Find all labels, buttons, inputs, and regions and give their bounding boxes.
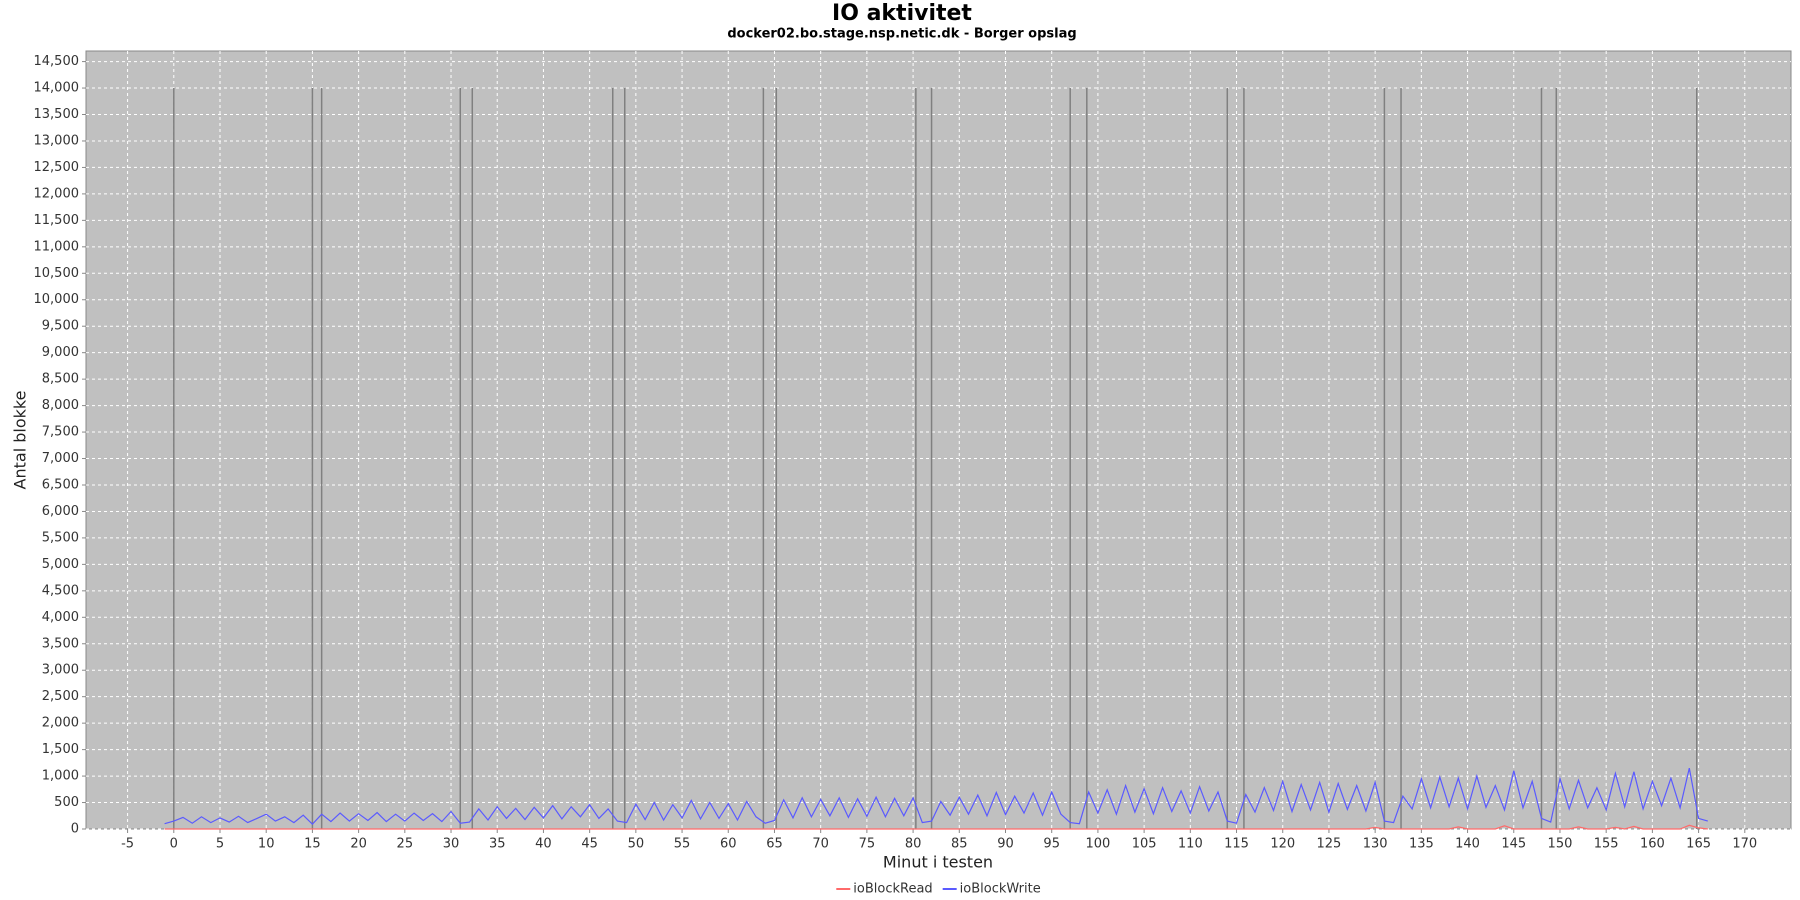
x-tick-label: 20: [350, 837, 367, 852]
y-tick-label: 6,500: [42, 477, 79, 492]
x-tick-label: 170: [1732, 837, 1757, 852]
y-tick-label: 2,000: [42, 716, 79, 731]
x-tick-label: 80: [905, 837, 922, 852]
y-tick-label: 10,000: [34, 292, 80, 307]
y-tick-label: 13,000: [34, 133, 80, 148]
y-tick-label: 10,500: [34, 266, 80, 281]
x-tick-label: 25: [397, 837, 414, 852]
legend-label: ioBlockWrite: [960, 882, 1041, 897]
y-tick-label: 500: [54, 795, 79, 810]
chart-title: IO aktivitet: [832, 1, 972, 26]
y-tick-label: 1,000: [42, 769, 79, 784]
y-tick-label: 0: [71, 822, 79, 837]
x-tick-label: 15: [304, 837, 321, 852]
y-tick-label: 7,000: [42, 451, 79, 466]
y-tick-label: 2,500: [42, 689, 79, 704]
x-tick-label: 90: [997, 837, 1014, 852]
x-tick-label: 110: [1178, 837, 1203, 852]
x-tick-label: 40: [535, 837, 552, 852]
x-tick-label: 75: [859, 837, 876, 852]
x-tick-label: 125: [1317, 837, 1342, 852]
x-tick-label: 85: [951, 837, 968, 852]
y-tick-label: 9,000: [42, 345, 79, 360]
x-tick-label: 10: [258, 837, 275, 852]
x-tick-label: 35: [489, 837, 506, 852]
legend: ioBlockRead ioBlockWrite: [836, 882, 1041, 897]
x-tick-label: 165: [1686, 837, 1711, 852]
y-axis-label: Antal blokke: [11, 391, 30, 490]
y-tick-label: 14,000: [34, 81, 80, 96]
y-tick-label: 5,500: [42, 530, 79, 545]
y-tick-label: 5,000: [42, 557, 79, 572]
y-tick-label: 11,500: [34, 213, 80, 228]
chart-subtitle: docker02.bo.stage.nsp.netic.dk - Borger …: [727, 27, 1076, 42]
x-tick-label: 55: [674, 837, 691, 852]
y-tick-label: 6,000: [42, 504, 79, 519]
y-tick-label: 11,000: [34, 239, 80, 254]
x-tick-label: 145: [1501, 837, 1526, 852]
x-tick-label: 30: [443, 837, 460, 852]
x-tick-label: 70: [812, 837, 829, 852]
legend-label: ioBlockRead: [853, 882, 932, 897]
y-tick-label: 3,500: [42, 636, 79, 651]
y-tick-label: 12,500: [34, 160, 80, 175]
y-tick-label: 9,500: [42, 319, 79, 334]
data-line: [164, 767, 1708, 826]
x-tick-label: 45: [581, 837, 598, 852]
y-tick-label: 3,000: [42, 663, 79, 678]
x-tick-label: 115: [1224, 837, 1249, 852]
x-tick-label: 160: [1640, 837, 1665, 852]
x-tick-label: 5: [216, 837, 224, 852]
y-tick-label: 4,000: [42, 610, 79, 625]
x-tick-label: 130: [1363, 837, 1388, 852]
x-tick-label: -5: [121, 837, 134, 852]
x-tick-label: 100: [1085, 837, 1110, 852]
x-tick-label: 135: [1409, 837, 1434, 852]
x-tick-label: 120: [1270, 837, 1295, 852]
x-tick-label: 50: [628, 837, 645, 852]
x-axis-label: Minut i testen: [883, 853, 993, 872]
y-tick-label: 8,000: [42, 398, 79, 413]
x-tick-label: 140: [1455, 837, 1480, 852]
x-tick-label: 105: [1132, 837, 1157, 852]
x-tick-label: 95: [1043, 837, 1060, 852]
plot-area: [85, 50, 1792, 830]
x-tick-label: 150: [1548, 837, 1573, 852]
y-tick-label: 13,500: [34, 107, 80, 122]
data-line: [164, 824, 1708, 830]
y-tick-label: 4,500: [42, 583, 79, 598]
y-tick-label: 8,500: [42, 372, 79, 387]
x-tick-label: 155: [1594, 837, 1619, 852]
x-tick-label: 65: [766, 837, 783, 852]
x-tick-label: 0: [170, 837, 178, 852]
x-tick-label: 60: [720, 837, 737, 852]
y-tick-label: 12,000: [34, 186, 80, 201]
y-tick-label: 1,500: [42, 742, 79, 757]
y-tick-label: 14,500: [34, 54, 80, 69]
y-tick-label: 7,500: [42, 425, 79, 440]
